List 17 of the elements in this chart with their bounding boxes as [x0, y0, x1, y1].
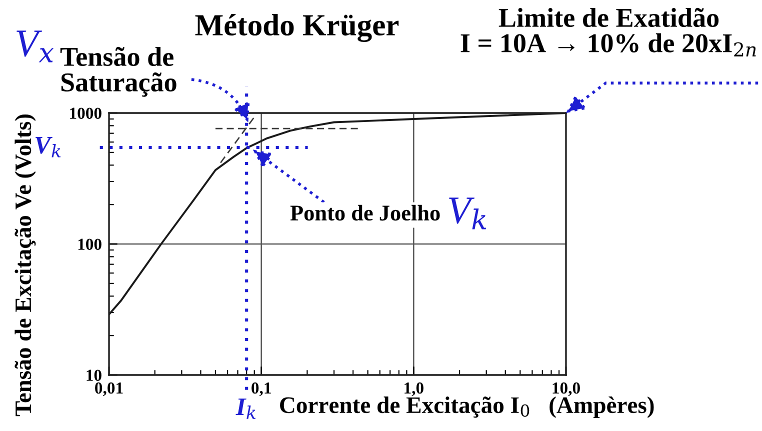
annotation: V$_{k}$	[449, 198, 486, 230]
annotation: Limite de Exatidão I = 10A → 10% de 20xI$_{2n}$	[460, 8, 756, 56]
chart-title: Método Krüger	[195, 14, 399, 42]
y-axis-title: Tensão de Excitação Ve (Volts)	[14, 114, 36, 416]
x-tick-label: 1,0	[404, 382, 424, 396]
y-tick-label: 100	[78, 238, 102, 250]
y-tick-label: 1000	[70, 108, 102, 119]
ref-line-label: I$_{k}$	[236, 398, 256, 419]
x-tick-label: 0,1	[252, 382, 271, 396]
y-tick-label: 10	[86, 370, 102, 381]
text: Corrente de Excitação I$_{0}$ (Ampères)	[280, 396, 654, 418]
x-tick-label: 10,0	[552, 382, 580, 396]
annotation: Tensão de Saturação	[60, 46, 176, 97]
ref-line-label: V$_{k}$	[36, 137, 61, 158]
annotation: Ponto de Joelho	[290, 204, 440, 221]
x-tick-label: 0,01	[95, 382, 123, 396]
text: V$_{x}$	[16, 30, 54, 62]
